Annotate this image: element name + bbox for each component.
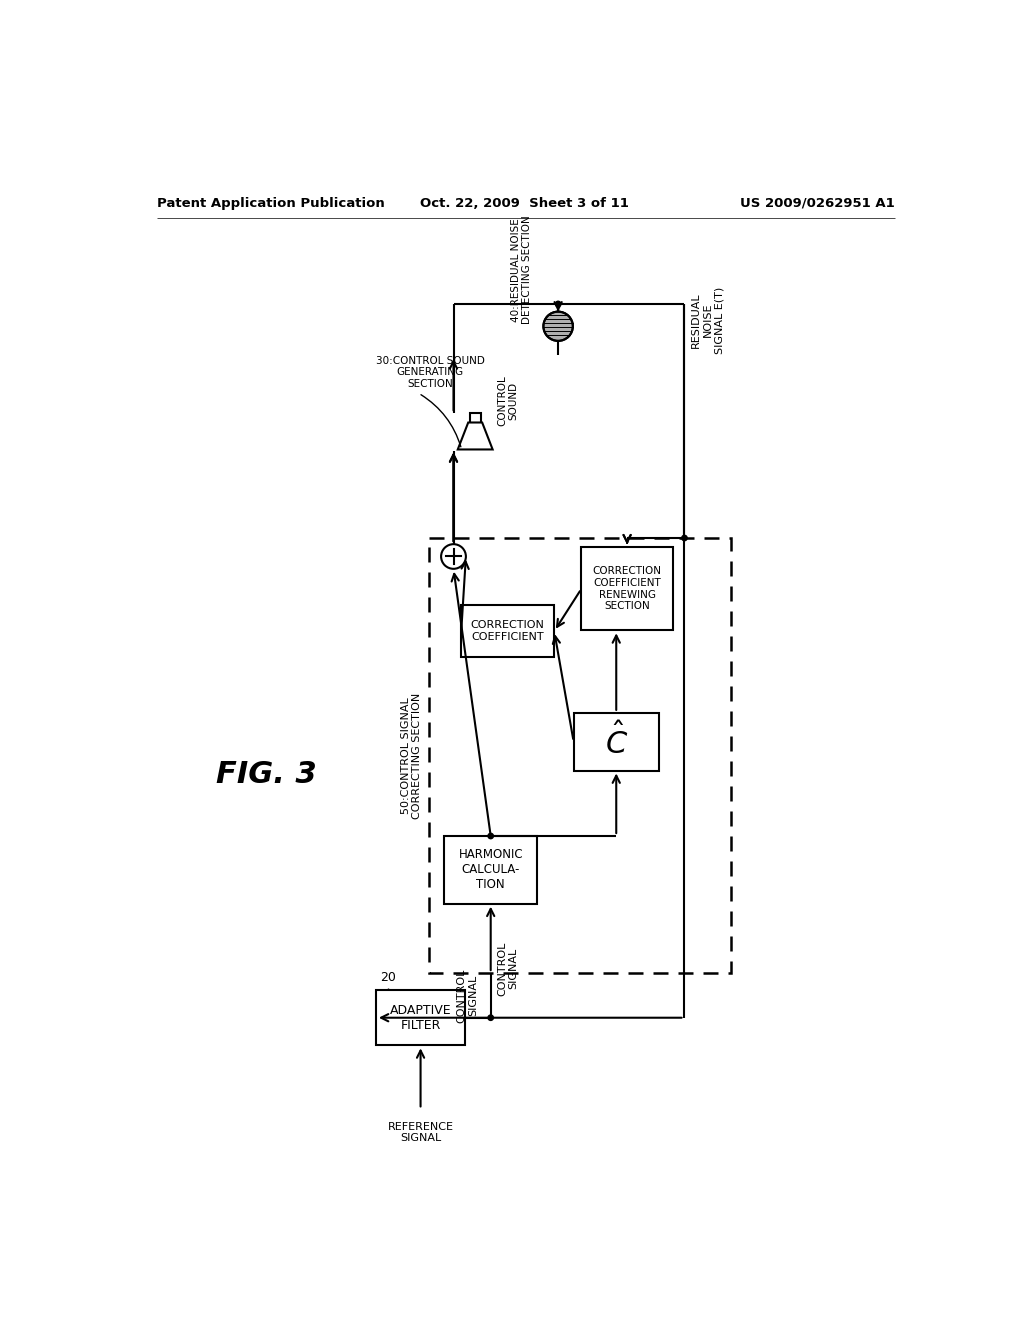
Bar [582, 548, 673, 631]
Text: Patent Application Publication: Patent Application Publication [158, 197, 385, 210]
Bar [429, 539, 731, 973]
Bar [470, 413, 480, 422]
Circle shape [488, 833, 494, 838]
Circle shape [544, 312, 572, 341]
Circle shape [682, 536, 687, 541]
Circle shape [441, 544, 466, 569]
Text: $\hat{C}$: $\hat{C}$ [604, 723, 628, 760]
Bar [461, 605, 554, 657]
Text: HARMONIC
CALCULA-
TION: HARMONIC CALCULA- TION [459, 849, 523, 891]
Text: CORRECTION
COEFFICIENT: CORRECTION COEFFICIENT [471, 620, 545, 642]
Text: Oct. 22, 2009  Sheet 3 of 11: Oct. 22, 2009 Sheet 3 of 11 [421, 197, 629, 210]
Bar [444, 836, 538, 904]
Text: 40:RESIDUAL NOISE
DETECTING SECTION: 40:RESIDUAL NOISE DETECTING SECTION [511, 215, 532, 325]
Circle shape [555, 301, 561, 306]
Text: CONTROL
SIGNAL: CONTROL SIGNAL [457, 968, 478, 1023]
Text: 30:CONTROL SOUND
GENERATING
SECTION: 30:CONTROL SOUND GENERATING SECTION [376, 356, 484, 389]
Polygon shape [458, 422, 493, 449]
Text: FIG. 3: FIG. 3 [216, 760, 316, 789]
Text: CONTROL
SOUND: CONTROL SOUND [497, 376, 518, 426]
Text: CORRECTION
COEFFICIENT
RENEWING
SECTION: CORRECTION COEFFICIENT RENEWING SECTION [593, 566, 662, 611]
Text: 20: 20 [380, 970, 395, 983]
Text: RESIDUAL
NOISE
SIGNAL E(T): RESIDUAL NOISE SIGNAL E(T) [691, 286, 724, 354]
Text: US 2009/0262951 A1: US 2009/0262951 A1 [740, 197, 895, 210]
Bar [573, 713, 658, 771]
Text: 50:CONTROL SIGNAL
CORRECTING SECTION: 50:CONTROL SIGNAL CORRECTING SECTION [400, 693, 423, 818]
Text: ADAPTIVE
FILTER: ADAPTIVE FILTER [390, 1003, 452, 1032]
Text: REFERENCE
SIGNAL: REFERENCE SIGNAL [387, 1122, 454, 1143]
Text: CONTROL
SIGNAL: CONTROL SIGNAL [497, 941, 518, 995]
Bar [376, 990, 465, 1045]
Circle shape [488, 1015, 494, 1020]
